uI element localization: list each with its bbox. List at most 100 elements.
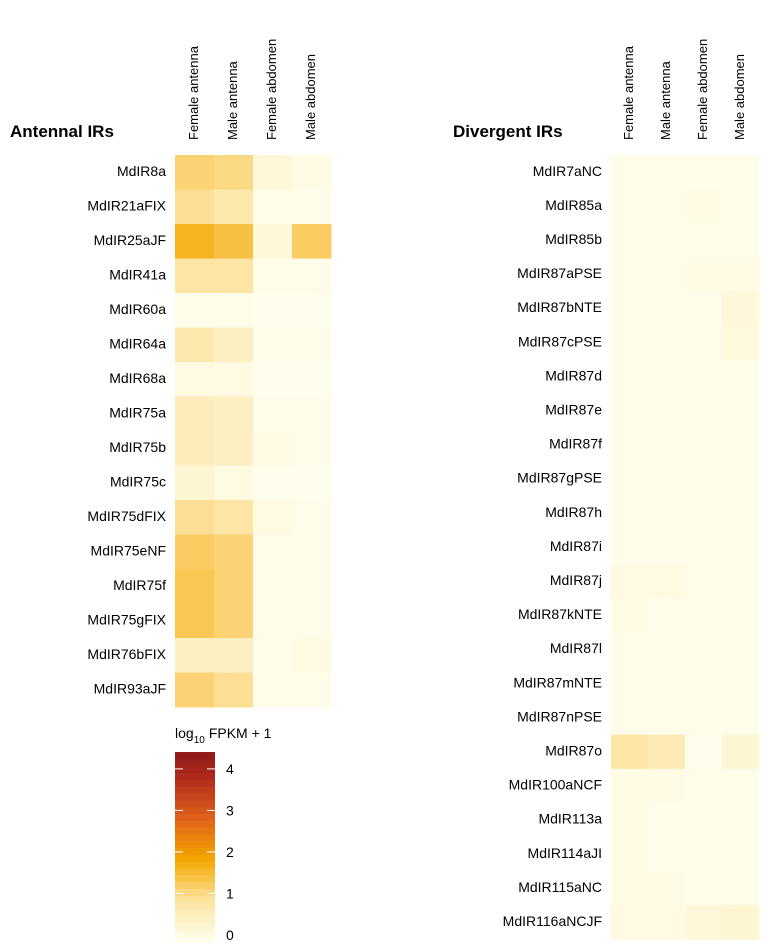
heatmap-cell — [648, 325, 686, 361]
colorbar-band — [175, 922, 215, 930]
heatmap-cell — [722, 461, 760, 497]
heatmap-cell — [175, 534, 215, 570]
colorbar-tick-label: 2 — [226, 844, 234, 860]
heatmap-cell — [648, 496, 686, 531]
heatmap-cell — [214, 362, 254, 397]
heatmap-cell — [611, 530, 649, 565]
heatmap-cell — [214, 500, 254, 535]
heatmap-cell — [175, 465, 215, 501]
heatmap-cell — [611, 393, 649, 429]
heatmap-cell — [292, 327, 332, 363]
heatmap-cell — [685, 223, 723, 258]
heatmap-cell — [611, 837, 649, 872]
heatmap-cell — [722, 700, 760, 736]
colorbar-band — [175, 861, 215, 869]
colorbar-band — [175, 752, 215, 760]
heatmap-cell — [611, 734, 649, 770]
heatmap-cell — [648, 393, 686, 429]
heatmap-cell — [292, 396, 332, 432]
heatmap-cell — [722, 257, 760, 292]
heatmap-cell — [611, 223, 649, 258]
heatmap-cell — [253, 189, 293, 225]
heatmap-cell — [253, 534, 293, 570]
heatmap-cell — [175, 189, 215, 225]
row-label: MdIR93aJF — [94, 680, 166, 696]
row-label: MdIR8a — [117, 163, 166, 179]
heatmap-cell — [292, 362, 332, 397]
heatmap-cell — [722, 530, 760, 565]
row-label: MdIR75dFIX — [87, 508, 166, 524]
heatmap-cell — [292, 224, 332, 259]
row-label: MdIR75eNF — [91, 542, 166, 558]
colorbar-band — [175, 888, 215, 896]
heatmap-cell — [175, 327, 215, 363]
heatmap-cell — [685, 905, 723, 940]
row-label: MdIR87bNTE — [517, 299, 602, 315]
heatmap-cell — [253, 396, 293, 432]
row-label: MdIR75a — [109, 404, 166, 420]
heatmap-cell — [214, 465, 254, 501]
heatmap-cell — [648, 223, 686, 258]
heatmap-cell — [648, 905, 686, 940]
heatmap-cell — [611, 496, 649, 531]
colorbar-band — [175, 908, 215, 917]
heatmap-cell — [648, 700, 686, 736]
heatmap-cell — [214, 327, 254, 363]
heatmap-cell — [648, 257, 686, 292]
heatmap-cell — [685, 325, 723, 361]
row-label: MdIR25aJF — [94, 232, 166, 248]
heatmap-cell — [292, 431, 332, 466]
row-label: MdIR100aNCF — [509, 777, 602, 793]
heatmap-cell — [214, 672, 254, 708]
heatmap-cell — [685, 496, 723, 531]
heatmap-cell — [722, 325, 760, 361]
heatmap-cell — [685, 700, 723, 736]
heatmap-cell — [175, 569, 215, 604]
heatmap-cell — [722, 291, 760, 326]
heatmap-cell — [611, 871, 649, 906]
heatmap-cell — [292, 155, 332, 190]
heatmap-cell — [685, 291, 723, 326]
heatmap-cell — [214, 258, 254, 294]
column-label: Male antenna — [225, 60, 240, 140]
row-label: MdIR87d — [545, 367, 602, 383]
heatmap-cell — [685, 189, 723, 224]
heatmap-cell — [292, 293, 332, 328]
heatmap-cell — [611, 189, 649, 224]
heatmap-cell — [722, 223, 760, 258]
heatmap-cell — [175, 603, 215, 639]
heatmap-cell — [214, 431, 254, 466]
colorbar-band — [175, 813, 215, 821]
heatmap-cell — [685, 802, 723, 838]
colorbar-tick-label: 4 — [226, 761, 234, 777]
heatmap-cell — [175, 396, 215, 432]
heatmap-cell — [648, 871, 686, 906]
colorbar-band — [175, 929, 215, 937]
column-label: Male abdomen — [303, 54, 318, 140]
colorbar-band — [175, 779, 215, 787]
heatmap-cell — [685, 837, 723, 872]
heatmap-cell — [214, 224, 254, 259]
heatmap-cell — [648, 802, 686, 838]
colorbar-band — [175, 799, 215, 808]
heatmap-cell — [611, 802, 649, 838]
heatmap-cell — [722, 496, 760, 531]
heatmap-cell — [292, 534, 332, 570]
heatmap-cell — [722, 155, 760, 190]
heatmap-cell — [648, 461, 686, 497]
heatmap-cell — [214, 534, 254, 570]
heatmap-cell — [722, 666, 760, 702]
row-label: MdIR87i — [550, 538, 602, 554]
heatmap-cell — [685, 734, 723, 770]
row-label: MdIR87mNTE — [513, 674, 602, 690]
heatmap-cell — [253, 638, 293, 673]
heatmap-cell — [648, 837, 686, 872]
colorbar-band — [175, 902, 215, 910]
heatmap-cell — [722, 427, 760, 463]
heatmap-cell — [214, 638, 254, 673]
heatmap-cell — [253, 603, 293, 639]
heatmap-cell — [214, 293, 254, 328]
row-label: MdIR75gFIX — [87, 611, 166, 627]
row-label: MdIR76bFIX — [87, 646, 166, 662]
